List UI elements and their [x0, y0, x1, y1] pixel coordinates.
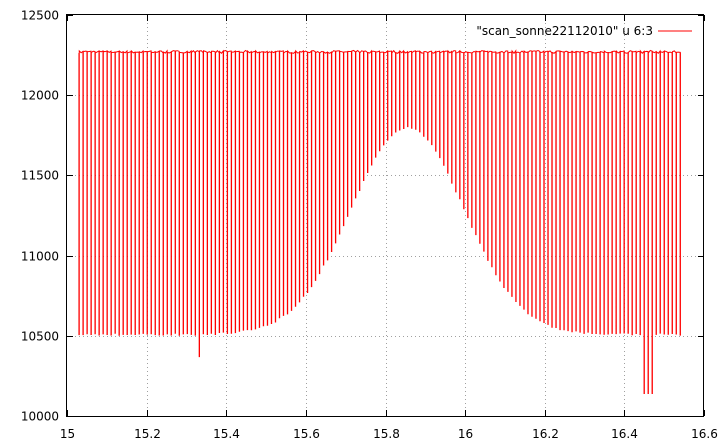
plot-frame: [66, 14, 704, 417]
y-tick-label: 11000: [21, 250, 59, 264]
x-tick-label: 16.4: [611, 427, 638, 441]
x-tick-label: 16: [458, 427, 473, 441]
x-tick-label: 16.2: [532, 427, 559, 441]
y-tick-label: 12000: [21, 89, 59, 103]
y-tick-label: 10500: [21, 330, 59, 344]
x-tick-label: 15: [60, 427, 75, 441]
x-tick-label: 15.2: [134, 427, 161, 441]
x-tick-label: 15.6: [293, 427, 320, 441]
series-line-group: [78, 49, 681, 395]
y-tick-label: 10000: [21, 410, 59, 424]
x-tick-label: 15.4: [213, 427, 240, 441]
axis-ticks: 15 15.2 15.4 15.6 15.8 16 16.2 16.4 16.6 10000 105…: [21, 9, 718, 442]
y-tick-label: 12500: [21, 9, 59, 23]
legend-label: "scan_sonne22112010" u 6:3: [476, 24, 653, 38]
x-tick-label: 16.6: [691, 427, 718, 441]
x-tick-label: 15.8: [373, 427, 400, 441]
series-line: [78, 49, 681, 395]
y-tick-label: 11500: [21, 169, 59, 183]
legend: "scan_sonne22112010" u 6:3: [476, 24, 692, 38]
